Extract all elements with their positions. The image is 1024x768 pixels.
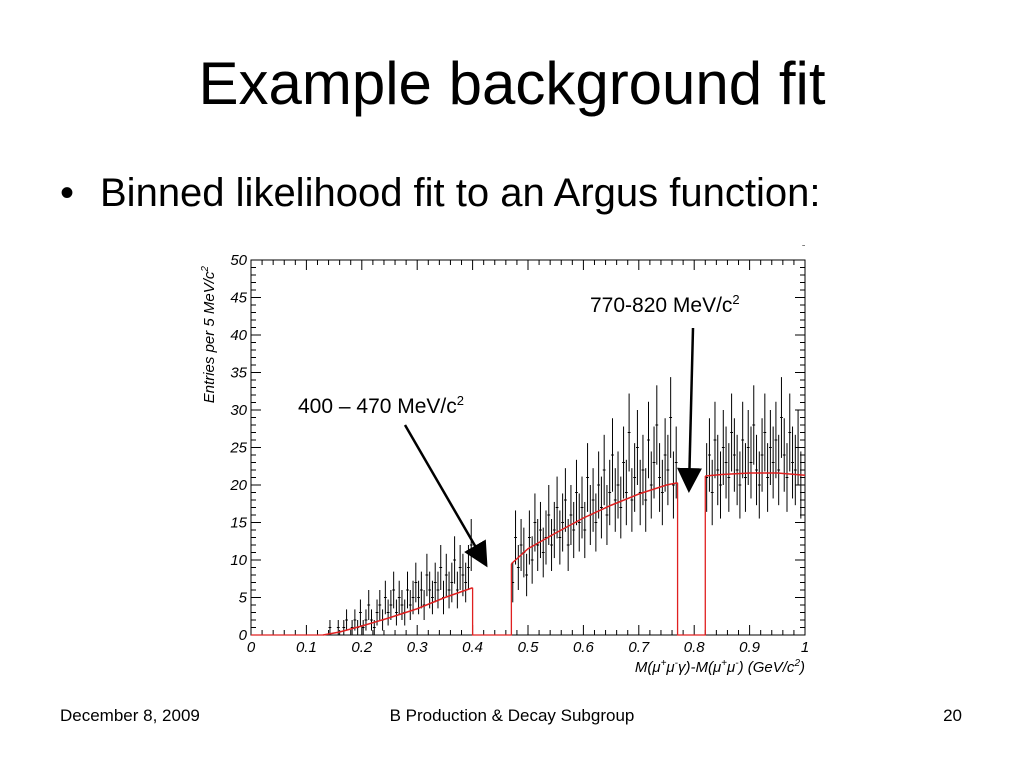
bullet-item: • Binned likelihood fit to an Argus func… [60, 165, 820, 221]
x-axis-label-part: μ [665, 659, 674, 676]
x-tick-label: 0.6 [573, 639, 595, 656]
x-tick-label: 0.5 [518, 639, 540, 656]
y-tick-label: 45 [230, 290, 247, 307]
x-tick-label: 0 [247, 639, 256, 656]
fit-excluded-region [676, 476, 706, 636]
x-axis-label-part: + [661, 658, 667, 669]
x-axis-label-part: 2 [793, 658, 800, 669]
x-axis-label-part: μ [726, 659, 735, 676]
x-axis-label-part: - [735, 658, 739, 669]
y-axis-label-text: Entries per 5 MeV/c [201, 271, 218, 403]
x-tick-label: 0.9 [739, 639, 761, 656]
x-axis-label-part: μ [712, 659, 721, 676]
y-tick-label: 0 [239, 627, 248, 644]
annotation-right-text: 770-820 MeV/c [590, 294, 733, 317]
annotation-left-arrow [403, 424, 488, 568]
x-axis-label-part: μ [651, 659, 660, 676]
x-axis-label-part: M( [635, 659, 654, 676]
y-tick-label: 30 [230, 402, 247, 419]
annotation-left-text: 400 – 470 MeV/c [298, 395, 457, 418]
annotation-left: 400 – 470 MeV/c2 [298, 393, 464, 419]
y-tick-label: 25 [229, 440, 247, 457]
histogram-figure: 0 0.1 0.2 0.3 0.4 0.5 0.6 0.7 0.8 0.9 1 0 5 10 15 20 25 3… [190, 245, 820, 680]
fit-curve-segment [322, 587, 473, 636]
y-tick-label: 5 [239, 590, 248, 607]
x-tick-label: 0.8 [684, 639, 706, 656]
y-tick-label: 10 [230, 552, 247, 569]
footer-page-number: 20 [943, 706, 962, 725]
y-tick-label: 20 [229, 477, 247, 494]
y-tick-label: 40 [230, 327, 247, 344]
x-tick-label: 0.1 [296, 639, 317, 656]
x-tick-label: 1 [801, 639, 809, 656]
x-axis-label: M(μ+μ-γ)-M(μ+μ-) (GeV/c2) [635, 658, 805, 676]
fit-curve-segment [705, 472, 806, 477]
x-axis-label-part: ) [798, 659, 805, 676]
x-axis-label-part: - [675, 658, 679, 669]
slide-title: Example background fit [198, 50, 826, 117]
fit-curve-segment [510, 482, 678, 565]
x-axis-label-part: γ [678, 659, 687, 676]
annotation-right: 770-820 MeV/c2 [590, 292, 740, 318]
x-tick-label: 0.2 [351, 639, 373, 656]
histogram-plot: 0 0.1 0.2 0.3 0.4 0.5 0.6 0.7 0.8 0.9 105101520253… [200, 245, 809, 676]
bullet-dot-icon: • [60, 170, 75, 215]
y-tick-label: 35 [230, 365, 247, 382]
x-tick-label: 0.4 [462, 639, 483, 656]
y-tick-label: 50 [230, 252, 247, 269]
footer-center: B Production & Decay Subgroup [389, 706, 635, 725]
y-tick-label: 15 [230, 515, 247, 532]
fit-excluded-region [471, 563, 513, 636]
x-axis-label-part: (GeV/c [744, 659, 795, 676]
x-axis-label-part: + [721, 658, 727, 669]
x-tick-label: 0.3 [407, 639, 429, 656]
y-axis-label-sup: 2 [200, 266, 211, 273]
footer-date: December 8, 2009 [60, 706, 200, 725]
bullet-text: Binned likelihood fit to an Argus functi… [100, 170, 821, 215]
x-axis-label-part: )-M( [683, 659, 714, 676]
annotation-right-sup: 2 [732, 292, 740, 307]
x-tick-label: 0.7 [628, 639, 650, 656]
annotation-left-sup: 2 [456, 393, 465, 408]
x-axis-label-part: ) [737, 659, 744, 676]
y-axis-label: Entries per 5 MeV/c2 [200, 266, 218, 404]
annotation-right-arrow [677, 327, 702, 493]
